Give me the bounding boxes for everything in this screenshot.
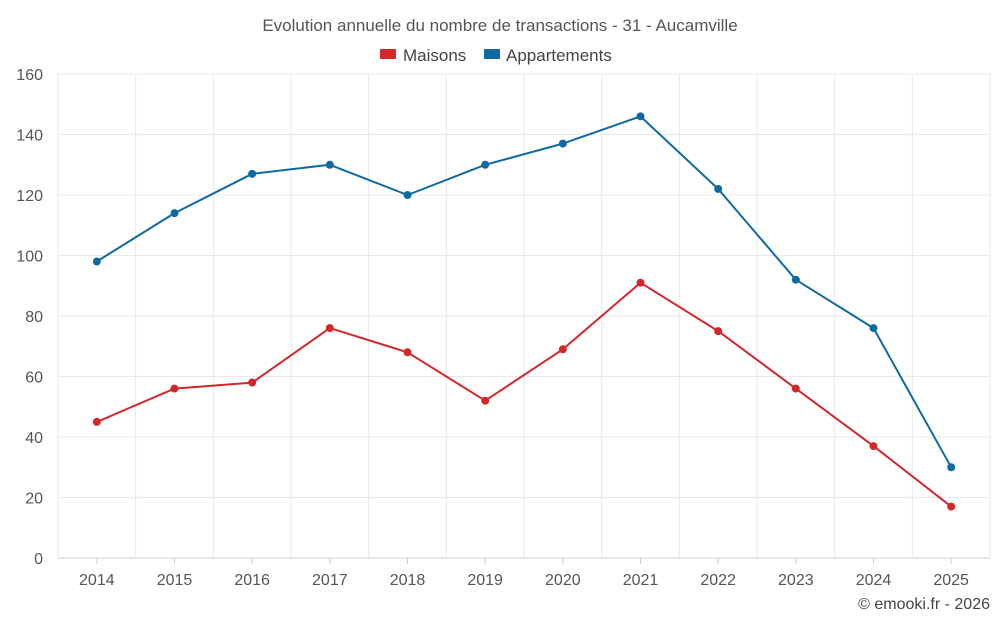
data-point-maisons[interactable]	[248, 378, 257, 387]
data-point-maisons[interactable]	[170, 384, 179, 393]
credit-text: © emooki.fr - 2026	[858, 596, 990, 613]
data-point-maisons[interactable]	[403, 348, 412, 357]
data-point-maisons[interactable]	[92, 417, 101, 426]
chart-title: Evolution annuelle du nombre de transact…	[262, 16, 737, 35]
data-point-appartements[interactable]	[325, 160, 334, 169]
legend-label-maisons: Maisons	[403, 46, 466, 65]
legend-swatch-appartements	[484, 49, 500, 59]
y-tick-label: 20	[25, 491, 43, 508]
data-point-maisons[interactable]	[947, 502, 956, 511]
data-point-appartements[interactable]	[248, 169, 257, 178]
y-tick-label: 60	[25, 370, 43, 387]
legend-item-maisons[interactable]: Maisons	[380, 46, 466, 65]
y-tick-label: 80	[25, 309, 43, 326]
data-point-maisons[interactable]	[481, 396, 490, 405]
x-tick-label: 2018	[390, 572, 426, 589]
data-point-appartements[interactable]	[636, 112, 645, 121]
x-tick-label: 2025	[933, 572, 969, 589]
x-tick-label: 2017	[312, 572, 348, 589]
data-point-maisons[interactable]	[714, 327, 723, 336]
x-tick-label: 2019	[467, 572, 503, 589]
x-tick-label: 2021	[623, 572, 659, 589]
y-tick-label: 140	[16, 128, 43, 145]
data-point-appartements[interactable]	[947, 463, 956, 472]
legend-item-appartements[interactable]: Appartements	[484, 46, 612, 65]
data-point-appartements[interactable]	[714, 184, 723, 193]
x-tick-label: 2014	[79, 572, 115, 589]
x-tick-label: 2016	[234, 572, 270, 589]
y-tick-label: 40	[25, 430, 43, 447]
data-point-appartements[interactable]	[481, 160, 490, 169]
x-tick-label: 2022	[700, 572, 736, 589]
y-tick-label: 120	[16, 188, 43, 205]
data-point-maisons[interactable]	[325, 324, 334, 333]
data-point-maisons[interactable]	[791, 384, 800, 393]
series-line-appartements	[96, 115, 953, 468]
data-point-maisons[interactable]	[558, 345, 567, 354]
grid	[57, 73, 991, 558]
data-point-appartements[interactable]	[92, 257, 101, 266]
series	[92, 112, 956, 511]
x-tick-label: 2024	[856, 572, 892, 589]
legend-swatch-maisons	[380, 49, 396, 59]
y-tick-label: 160	[16, 67, 43, 84]
x-tick-label: 2015	[157, 572, 193, 589]
data-point-appartements[interactable]	[791, 275, 800, 284]
data-point-appartements[interactable]	[170, 209, 179, 218]
data-point-appartements[interactable]	[558, 139, 567, 148]
data-point-appartements[interactable]	[403, 191, 412, 199]
y-tick-label: 100	[16, 249, 43, 266]
y-tick-label: 0	[34, 551, 43, 568]
series-line-maisons	[96, 281, 952, 508]
data-point-maisons[interactable]	[869, 442, 878, 451]
data-point-maisons[interactable]	[636, 278, 645, 287]
data-point-appartements[interactable]	[869, 324, 878, 333]
axes: 0 20 40 60 80 100 120 140 160 2014 2015 2016 2017 201…	[16, 67, 990, 589]
x-tick-label: 2020	[545, 572, 581, 589]
x-tick-label: 2023	[778, 572, 814, 589]
legend: Maisons Appartements	[380, 46, 612, 65]
legend-label-appartements: Appartements	[506, 46, 612, 65]
